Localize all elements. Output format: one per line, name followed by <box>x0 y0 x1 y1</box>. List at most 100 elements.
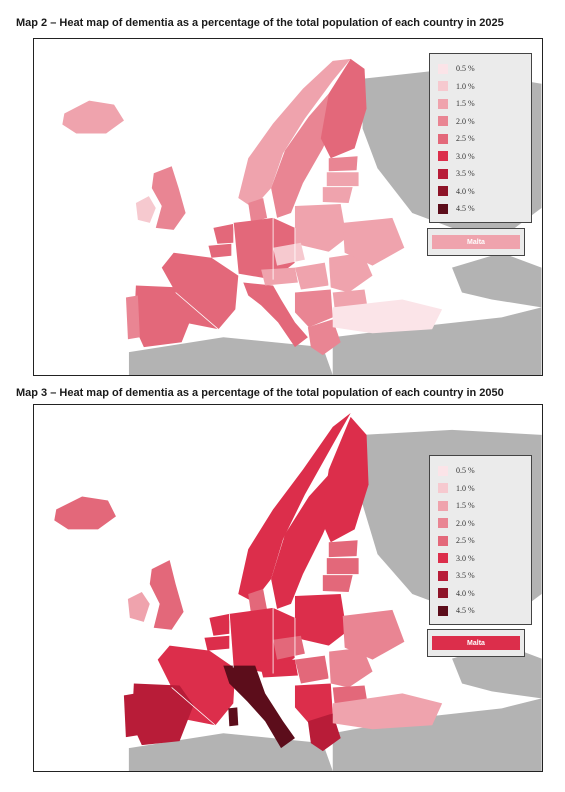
map3-land-middle-east <box>332 698 542 771</box>
map2-legend-label: 4.5 % <box>456 204 475 214</box>
map3-swatch <box>438 605 448 616</box>
map3-legend-label: 1.0 % <box>456 483 475 493</box>
map2-latvia <box>326 172 359 187</box>
map2-legend-row: 0.5 % <box>438 60 531 78</box>
map3-sweden <box>271 474 338 609</box>
map3-legend: 0.5 % 1.0 % 1.5 % 2.0 % 2.5 % 3.0 % 3.5 … <box>429 455 532 625</box>
map3-lithuania <box>322 575 353 592</box>
map3-legend-row: 0.5 % <box>438 462 531 480</box>
map3-legend-row: 2.5 % <box>438 532 531 550</box>
map2-legend-row: 3.5 % <box>438 165 531 183</box>
map2-legend-label: 4.0 % <box>456 186 475 196</box>
map2-greece <box>307 319 341 356</box>
map3-swatch <box>438 465 448 476</box>
map3-estonia <box>328 540 358 558</box>
map2-uk <box>151 166 186 230</box>
map3-legend-label: 3.0 % <box>456 553 475 563</box>
map2-swatch <box>438 186 448 197</box>
map2-title: Map 2 – Heat map of dementia as a percen… <box>16 17 504 29</box>
map2-land-caucasus <box>452 252 542 308</box>
map3-malta-label: Malta <box>432 636 520 650</box>
map2-swatch <box>438 81 448 92</box>
map3-italy <box>223 665 295 749</box>
map3-frame: 0.5 % 1.0 % 1.5 % 2.0 % 2.5 % 3.0 % 3.5 … <box>33 404 543 772</box>
map2-denmark <box>248 198 268 223</box>
map2-land-middle-east <box>332 307 542 375</box>
map2-netherlands <box>213 223 234 244</box>
map3-greece <box>307 713 341 752</box>
map2-portugal <box>125 295 140 340</box>
map3-legend-row: 4.5 % <box>438 602 531 620</box>
map2-iceland <box>62 100 124 134</box>
map2-sweden <box>271 93 338 218</box>
map3-balkans <box>294 683 333 724</box>
map3-legend-row: 2.0 % <box>438 515 531 533</box>
map2-hungary <box>294 262 329 290</box>
map2-legend-row: 2.0 % <box>438 113 531 131</box>
map2-finland <box>320 58 367 159</box>
map3-swatch <box>438 553 448 564</box>
map3-swatch <box>438 570 448 581</box>
map2-poland <box>294 204 347 252</box>
map2-belgium <box>208 243 232 258</box>
map3-spain <box>131 683 194 746</box>
map3-swatch <box>438 500 448 511</box>
map2-legend-label: 3.0 % <box>456 151 475 161</box>
map2-austria <box>261 267 298 286</box>
map2-legend-row: 3.0 % <box>438 148 531 166</box>
map2-legend-label: 2.5 % <box>456 134 475 144</box>
map3-title: Map 3 – Heat map of dementia as a percen… <box>16 387 504 399</box>
map3-swatch <box>438 588 448 599</box>
map2-svg <box>62 58 542 375</box>
map2-lithuania <box>322 187 353 204</box>
map3-portugal <box>123 693 138 738</box>
map2-spain <box>133 285 196 348</box>
map3-legend-row: 3.0 % <box>438 550 531 568</box>
map3-legend-label: 2.0 % <box>456 518 475 528</box>
map2-land-north-africa <box>128 337 333 375</box>
map2-legend-label: 1.5 % <box>456 99 475 109</box>
map2-turkey <box>332 299 443 334</box>
map3-legend-label: 1.5 % <box>456 501 475 511</box>
map3-denmark <box>248 588 268 615</box>
map3-legend-label: 4.0 % <box>456 588 475 598</box>
map2-norway <box>238 58 351 208</box>
map3-swatch <box>438 483 448 494</box>
map3-uk <box>149 560 184 630</box>
map2-legend-label: 3.5 % <box>456 169 475 179</box>
map2-legend-row: 4.0 % <box>438 183 531 201</box>
map2-legend-row: 4.5 % <box>438 200 531 218</box>
map2-swatch <box>438 98 448 109</box>
map3-malta-box: Malta <box>427 629 525 657</box>
map2-balkans <box>294 289 333 328</box>
map3-netherlands <box>209 613 230 636</box>
map3-finland <box>320 416 369 543</box>
map3-ukraine <box>342 609 405 660</box>
map3-land-caucasus <box>452 643 542 699</box>
map3-swatch <box>438 518 448 529</box>
map3-legend-row: 4.0 % <box>438 585 531 603</box>
map2-legend-label: 1.0 % <box>456 81 475 91</box>
map3-swatch <box>438 535 448 546</box>
map3-iceland <box>54 496 116 530</box>
map3-latvia <box>326 558 359 575</box>
map2-legend: 0.5 % 1.0 % 1.5 % 2.0 % 2.5 % 3.0 % 3.5 … <box>429 53 532 223</box>
map3-turkey <box>332 693 443 730</box>
map3-czech <box>273 635 305 660</box>
map3-sardinia <box>228 707 239 727</box>
map2-legend-row: 1.0 % <box>438 78 531 96</box>
map2-swatch <box>438 133 448 144</box>
map3-legend-row: 1.5 % <box>438 497 531 515</box>
map2-legend-label: 2.0 % <box>456 116 475 126</box>
map3-legend-label: 3.5 % <box>456 571 475 581</box>
map3-ireland <box>127 591 150 622</box>
map2-legend-label: 0.5 % <box>456 64 475 74</box>
map3-austria <box>259 659 298 678</box>
map3-legend-row: 1.0 % <box>438 480 531 498</box>
map2-legend-row: 1.5 % <box>438 95 531 113</box>
map3-belgium <box>204 635 230 651</box>
map2-malta-label: Malta <box>432 235 520 249</box>
map3-legend-label: 0.5 % <box>456 466 475 476</box>
map3-legend-label: 4.5 % <box>456 606 475 616</box>
map2-ireland <box>135 196 156 223</box>
